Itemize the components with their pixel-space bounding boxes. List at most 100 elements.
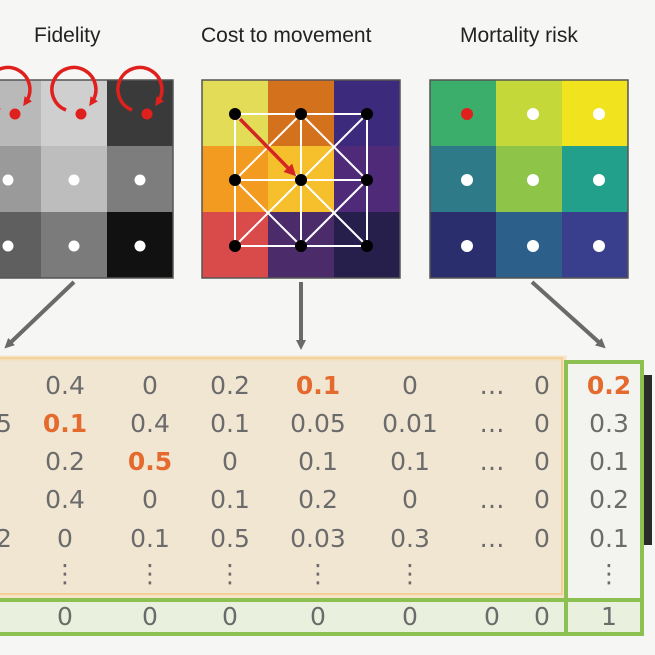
fidelity-frame bbox=[0, 79, 174, 279]
matrix-cell: 0.4 bbox=[45, 371, 85, 400]
matrix-cell-partial: 2 bbox=[0, 524, 12, 553]
matrix-cell: 0.01 bbox=[382, 409, 438, 438]
matrix-cell: … bbox=[480, 447, 505, 476]
matrix-cell: 0.2 bbox=[45, 447, 85, 476]
matrix-cell: 0.4 bbox=[130, 409, 170, 438]
matrix-cell: 0 bbox=[534, 524, 550, 553]
fidelity-cell bbox=[0, 80, 41, 146]
matrix-cell: 0.03 bbox=[290, 524, 346, 553]
matrix-cell: 0 bbox=[57, 524, 73, 553]
matrix-bottom-cell: 0 bbox=[534, 602, 550, 631]
bottom-row-box bbox=[0, 598, 644, 636]
matrix-cell: 0.4 bbox=[45, 485, 85, 514]
matrix-cell: ⋮ bbox=[218, 559, 243, 588]
cost-node bbox=[229, 174, 241, 186]
matrix-bottom-last-cell: 1 bbox=[601, 602, 617, 631]
matrix-bottom-cell: 0 bbox=[222, 602, 238, 631]
mortality-node bbox=[461, 174, 473, 186]
matrix-cell: 0 bbox=[534, 447, 550, 476]
cost-edge bbox=[300, 113, 368, 181]
matrix-cell: 0.1 bbox=[43, 409, 87, 438]
cost-node bbox=[295, 108, 307, 120]
mortality-node bbox=[593, 174, 605, 186]
mortality-node bbox=[527, 174, 539, 186]
matrix-cell: ⋮ bbox=[306, 559, 331, 588]
fidelity-node bbox=[2, 240, 14, 252]
mortality-node bbox=[593, 108, 605, 120]
mortality-node bbox=[527, 108, 539, 120]
mortality-node bbox=[527, 240, 539, 252]
matrix-cell: 0.1 bbox=[210, 485, 250, 514]
cost-edge bbox=[300, 179, 368, 247]
mortality-frame bbox=[429, 79, 629, 279]
mortality-title: Mortality risk bbox=[460, 24, 578, 47]
matrix-cell: 0 bbox=[142, 485, 158, 514]
matrix-last-col-cell: 0.2 bbox=[589, 485, 629, 514]
matrix-cell: ⋮ bbox=[138, 559, 163, 588]
matrix-last-col-cell: ⋮ bbox=[597, 559, 622, 588]
cost-move-diagonal-arrow-icon bbox=[238, 117, 297, 177]
matrix-body bbox=[0, 357, 563, 595]
matrix-cell: 0 bbox=[402, 371, 418, 400]
matrix-cell: 0.1 bbox=[210, 409, 250, 438]
matrix-last-col-cell: 0.3 bbox=[589, 409, 629, 438]
last-column-box bbox=[564, 360, 644, 634]
fidelity-node bbox=[134, 174, 146, 186]
fidelity-node bbox=[68, 174, 80, 186]
matrix-cell: … bbox=[480, 485, 505, 514]
fidelity-loop-arrow-icon bbox=[0, 65, 32, 110]
matrix-cell: … bbox=[480, 409, 505, 438]
matrix-bottom-cell: 0 bbox=[402, 602, 418, 631]
matrix-cell-partial: 5 bbox=[0, 409, 12, 438]
cost-node bbox=[361, 174, 373, 186]
matrix-cell: … bbox=[480, 371, 505, 400]
fidelity-loop-arrow-icon bbox=[50, 65, 98, 112]
fidelity-title: Fidelity bbox=[34, 24, 101, 47]
matrix-cell: 0.5 bbox=[210, 524, 250, 553]
matrix-cell: 0.2 bbox=[210, 371, 250, 400]
matrix-cell: ⋮ bbox=[53, 559, 78, 588]
fidelity-loop-arrow-icon bbox=[116, 65, 164, 112]
matrix-cell: ⋮ bbox=[398, 559, 423, 588]
matrix-cell: 0.2 bbox=[298, 485, 338, 514]
fidelity-node bbox=[2, 174, 14, 186]
matrix-last-col-cell: 0.1 bbox=[589, 447, 629, 476]
mortality-node bbox=[593, 240, 605, 252]
cost-node bbox=[295, 174, 307, 186]
mortality-grid bbox=[429, 79, 629, 279]
matrix-cell: 0.3 bbox=[390, 524, 430, 553]
matrix-cell: 0.1 bbox=[390, 447, 430, 476]
cost-node bbox=[229, 240, 241, 252]
matrix-last-col-cell: 0.2 bbox=[587, 371, 631, 400]
transition-matrix: 0.4 0 0.2 0.1 0 … 0 0.1 0.4 0.1 0.05 0.01 … 0 0.2 0.5 0 0… bbox=[0, 371, 631, 631]
cost-frame bbox=[201, 79, 401, 279]
cost-edge bbox=[234, 179, 302, 247]
cost-node bbox=[361, 240, 373, 252]
fidelity-node bbox=[9, 108, 21, 120]
cost-node bbox=[295, 240, 307, 252]
matrix-bottom-cell: 0 bbox=[57, 602, 73, 631]
cost-node bbox=[361, 108, 373, 120]
cost-node bbox=[229, 108, 241, 120]
matrix-cell: 0.1 bbox=[296, 371, 340, 400]
fidelity-node bbox=[141, 108, 153, 120]
matrix-bottom-cell: 0 bbox=[310, 602, 326, 631]
matrix-cell: 0.5 bbox=[128, 447, 172, 476]
matrix-last-col-cell: 0.1 bbox=[589, 524, 629, 553]
fidelity-node bbox=[75, 108, 87, 120]
matrix-cell: … bbox=[480, 524, 505, 553]
matrix-cell: 0 bbox=[402, 485, 418, 514]
matrix-cell: 0 bbox=[222, 447, 238, 476]
cost-grid bbox=[201, 79, 401, 279]
mortality-down-arrow-icon bbox=[530, 280, 606, 349]
mortality-node bbox=[461, 240, 473, 252]
matrix-cell: 0.05 bbox=[290, 409, 346, 438]
matrix-cell: 0.1 bbox=[298, 447, 338, 476]
matrix-right-bracket bbox=[644, 375, 652, 545]
matrix-cell: 0 bbox=[534, 485, 550, 514]
matrix-bottom-cell: 0 bbox=[484, 602, 500, 631]
cost-title: Cost to movement bbox=[201, 24, 372, 47]
fidelity-node bbox=[68, 240, 80, 252]
matrix-bottom-cell: 0 bbox=[142, 602, 158, 631]
